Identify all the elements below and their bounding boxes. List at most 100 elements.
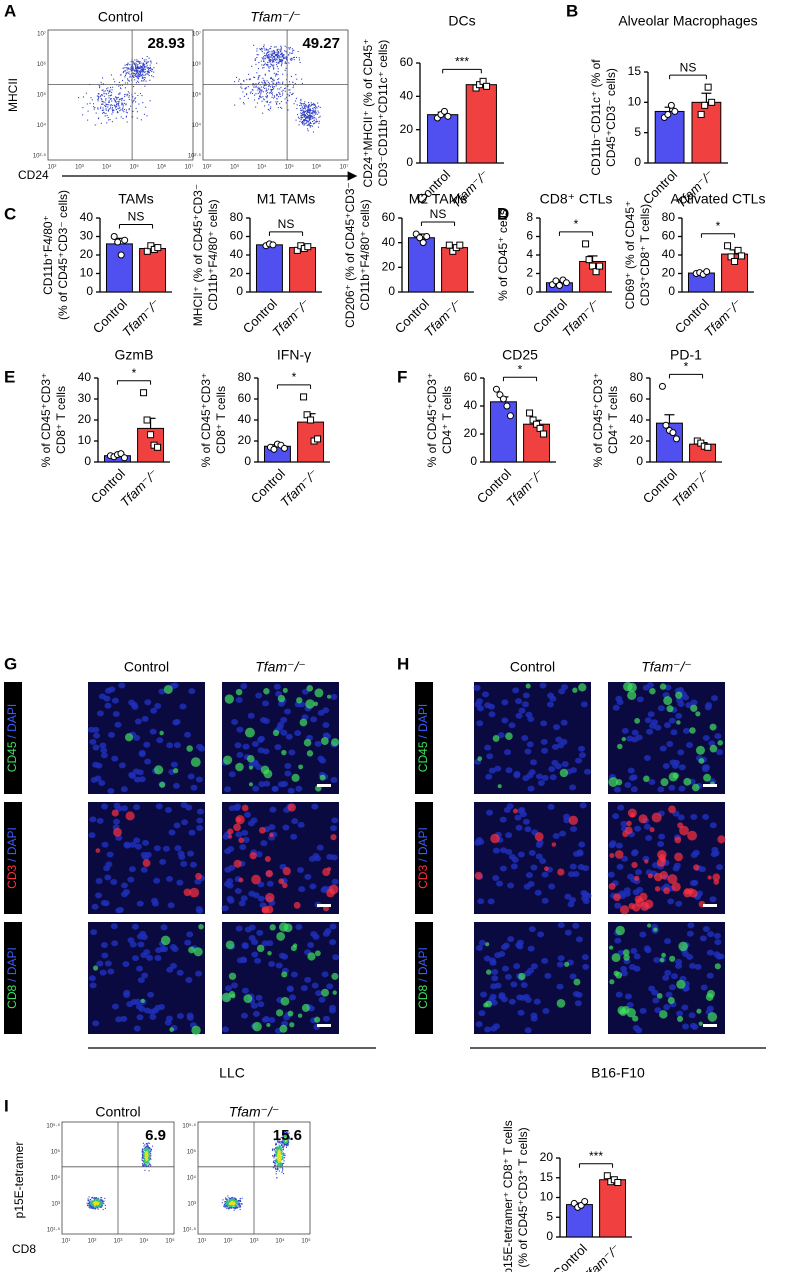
nucleus [639,932,646,938]
stained-cell [557,999,566,1008]
flow-y-tick: 10¹·⁵ [47,1227,61,1234]
event-dot [125,82,126,83]
nucleus [133,837,140,843]
stained-cell [560,769,568,777]
event-dot [104,112,105,113]
event-dot [262,57,263,58]
event-dot [274,1160,275,1161]
bar [290,248,316,292]
panel-letter: G [4,654,17,673]
stained-cell [666,705,673,712]
chart-title: Alveolar Macrophages [618,13,757,29]
event-dot [126,73,127,74]
nucleus [92,745,99,751]
event-dot [234,1206,235,1207]
event-dot [101,82,102,83]
data-point [739,253,745,259]
flow-y-tick: 10⁴ [37,122,47,129]
event-dot [148,1162,149,1163]
stained-cell [640,902,649,911]
nucleus [96,878,103,884]
stained-cell [141,999,145,1003]
event-dot [273,50,274,51]
event-dot [270,78,271,79]
event-dot [266,49,267,50]
nucleus [559,831,566,837]
nucleus [180,861,187,867]
nucleus [557,984,564,990]
event-dot [310,115,311,116]
event-dot [143,1146,144,1147]
event-dot [127,112,128,113]
nucleus [477,839,484,845]
row-marker: CD45 [416,741,430,772]
nucleus [649,779,656,785]
y-axis-label: % of CD45⁺CD3⁺ [39,373,53,468]
data-point [445,113,451,119]
model-label: B16-F10 [591,1065,645,1081]
nucleus [527,741,534,747]
event-dot [138,73,139,74]
nucleus [101,953,108,959]
y-tick-label: 10 [540,1190,554,1204]
nucleus [513,963,520,969]
event-dot [101,98,102,99]
stained-cell [276,1009,283,1016]
stained-cell [572,688,577,693]
nucleus [667,898,674,904]
event-dot [282,1168,283,1169]
event-dot [237,1207,238,1208]
event-dot [133,101,134,102]
event-dot [300,102,301,103]
nucleus [669,718,676,724]
nucleus [127,877,134,883]
event-dot [147,1154,148,1155]
stained-cell [225,694,234,703]
event-dot [133,86,134,87]
y-tick-label: 20 [382,260,396,274]
nucleus [474,685,481,691]
event-dot [133,69,134,70]
nucleus [274,744,281,750]
nucleus [643,685,650,691]
flow-x-tick: 10⁴ [257,164,267,171]
event-dot [102,101,103,102]
nucleus [516,825,523,831]
flow-title: Control [95,1104,140,1120]
event-dot [261,91,262,92]
stained-cell [657,993,663,999]
flow-y-tick: 10²·⁵ [188,153,202,160]
event-dot [127,82,128,83]
event-dot [148,70,149,71]
event-dot [315,111,316,112]
bar [428,115,458,163]
event-dot [262,113,263,114]
nucleus [244,812,251,818]
y-tick-label: 20 [80,247,94,261]
row-stain: / DAPI [416,827,430,862]
nucleus [108,732,115,738]
flow-y-tick: 10³ [187,1202,196,1208]
event-dot [227,1195,228,1196]
event-dot [310,122,311,123]
event-dot [142,1155,143,1156]
event-dot [105,113,106,114]
nucleus [239,900,246,906]
nucleus [490,994,497,1000]
nucleus [297,867,304,873]
stained-cell [614,971,619,976]
nucleus [488,898,495,904]
nucleus [675,713,682,719]
nucleus [530,759,537,765]
event-dot [147,71,148,72]
event-dot [284,88,285,89]
bar [408,238,434,292]
bar [600,1180,626,1237]
stained-cell [281,997,290,1006]
event-dot [121,103,122,104]
event-dot [103,1209,104,1210]
nucleus [295,786,302,792]
event-dot [279,1145,280,1146]
nucleus [105,861,112,867]
event-dot [225,1203,226,1204]
